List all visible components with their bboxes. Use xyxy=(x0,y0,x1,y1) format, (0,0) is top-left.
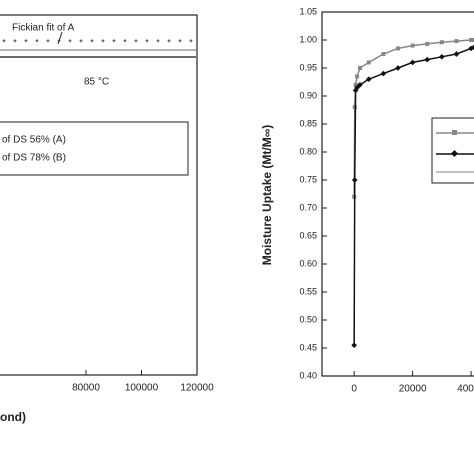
data-point xyxy=(395,65,401,71)
y-tick-label: 1.05 xyxy=(299,6,317,16)
data-point xyxy=(351,177,358,183)
legend-marker xyxy=(450,149,459,158)
y-tick-label: 0.55 xyxy=(299,286,317,296)
fit-marker: * xyxy=(68,37,72,47)
y-tick-label: 0.60 xyxy=(299,258,317,268)
fit-marker: * xyxy=(123,37,127,47)
fit-marker: * xyxy=(189,37,193,47)
annotation: 85 °C xyxy=(84,77,109,88)
fit-marker: * xyxy=(167,37,171,47)
fit-marker: * xyxy=(79,37,83,47)
fickian-fit: * * * * * * * * * * * * * * * * * * xyxy=(2,37,193,47)
series-line xyxy=(353,46,474,346)
fit-marker: * xyxy=(24,37,28,47)
data-point xyxy=(353,82,358,87)
y-tick-label: 0.50 xyxy=(299,314,317,324)
fit-marker: * xyxy=(178,37,182,47)
data-point xyxy=(396,46,400,51)
annotation: Fickian fit of A xyxy=(12,23,75,34)
data-point xyxy=(425,41,430,46)
data-point xyxy=(381,52,386,56)
data-point xyxy=(410,43,415,48)
data-point xyxy=(366,60,371,65)
x-axis-label: ond) xyxy=(0,410,26,424)
data-point xyxy=(354,84,360,91)
fit-marker: * xyxy=(46,37,50,47)
x-tick-label: 40000 xyxy=(457,384,474,395)
annotation-arrow xyxy=(57,31,63,45)
y-tick-label: 0.80 xyxy=(299,146,317,156)
y-tick-label: 0.95 xyxy=(299,62,317,72)
data-point xyxy=(351,342,357,349)
legend-marker xyxy=(452,130,457,135)
data-point xyxy=(439,40,444,45)
fit-marker: * xyxy=(145,37,149,47)
data-point xyxy=(453,51,460,57)
fit-marker: * xyxy=(156,37,160,47)
data-point xyxy=(454,39,459,44)
data-point xyxy=(424,56,431,63)
y-axis-label: Moisture Uptake (Mt/M∞) xyxy=(260,125,274,266)
x-tick-label: 100000 xyxy=(125,383,159,394)
data-point xyxy=(355,74,360,79)
data-point xyxy=(472,38,474,42)
fit-marker: * xyxy=(112,37,116,47)
data-point xyxy=(358,66,362,70)
y-tick-label: 0.70 xyxy=(299,202,317,212)
data-point xyxy=(469,38,474,42)
x-tick-label: 80000 xyxy=(72,383,100,394)
data-point xyxy=(357,81,363,88)
data-point xyxy=(409,59,416,66)
y-tick-label: 0.75 xyxy=(299,174,317,184)
x-tick-label: 0 xyxy=(351,384,357,395)
y-tick-label: 0.40 xyxy=(299,370,317,380)
data-point xyxy=(365,76,372,83)
y-tick-label: 0.90 xyxy=(299,90,317,100)
data-point xyxy=(380,70,387,77)
y-tick-label: 0.65 xyxy=(299,230,317,240)
fit-marker: * xyxy=(35,37,39,47)
y-tick-label: 0.85 xyxy=(299,118,317,128)
left-plot-frame xyxy=(0,14,198,376)
x-tick-label: 20000 xyxy=(399,384,427,395)
y-tick-label: 1.00 xyxy=(299,34,317,44)
legend-label: of DS 78% (B) xyxy=(2,153,66,164)
legend-box xyxy=(431,117,474,184)
fit-marker: * xyxy=(2,37,6,47)
fit-marker: * xyxy=(57,37,61,47)
fit-marker: * xyxy=(90,37,94,47)
fit-marker: * xyxy=(101,37,105,47)
fit-marker: * xyxy=(134,37,138,47)
x-tick-label: 120000 xyxy=(180,383,214,394)
data-point xyxy=(439,53,445,60)
y-tick-label: 0.45 xyxy=(299,342,317,352)
legend-box xyxy=(0,121,189,176)
right-plot-frame xyxy=(321,11,474,377)
fit-marker: * xyxy=(13,37,17,47)
legend-label: of DS 56% (A) xyxy=(2,135,66,146)
